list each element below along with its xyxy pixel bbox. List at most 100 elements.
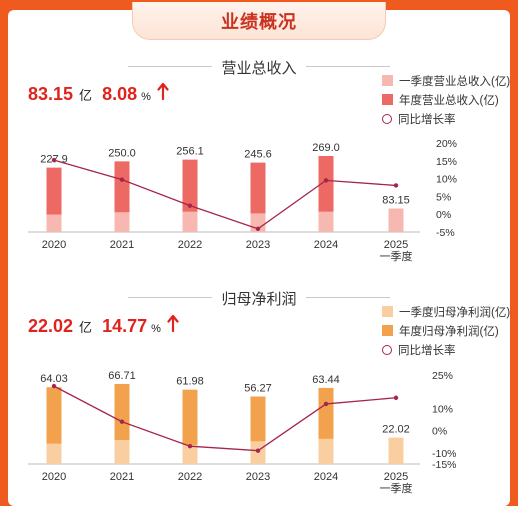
- x-tick-label: 2024: [314, 239, 338, 251]
- bar-data-label: 64.03: [40, 373, 68, 385]
- revenue-headline: 83.15 亿 8.08 %: [28, 82, 169, 105]
- bar-data-label: 245.6: [244, 149, 272, 161]
- profit-section-title: 归母净利润: [221, 291, 297, 308]
- legend-swatch: [382, 325, 393, 336]
- legend-item: 年度归母净利润(亿): [382, 321, 510, 340]
- q1-bar: [114, 212, 130, 232]
- y2-tick-label: 10%: [436, 174, 457, 186]
- profit-legend: 一季度归母净利润(亿) 年度归母净利润(亿) 同比增长率: [382, 302, 510, 359]
- bar-data-label: 83.15: [382, 195, 410, 207]
- growth-point: [119, 419, 125, 424]
- growth-point: [255, 226, 261, 231]
- up-arrow-icon: [157, 82, 169, 105]
- y2-tick-label: 15%: [436, 156, 457, 168]
- growth-point: [323, 178, 329, 183]
- legend-label: 同比增长率: [398, 344, 456, 357]
- legend-item: 一季度归母净利润(亿): [382, 302, 510, 321]
- y2-tick-label: 25%: [432, 370, 453, 382]
- profit-growth-value: 14.77: [102, 316, 148, 336]
- growth-point: [51, 383, 57, 389]
- up-arrow-icon: [167, 314, 179, 337]
- q1-bar: [46, 443, 62, 464]
- q1-bar: [114, 440, 130, 464]
- x-tick-label: 2023: [246, 239, 270, 251]
- y2-tick-label: 20%: [436, 138, 457, 150]
- x-tick-label: 2021: [110, 239, 134, 251]
- legend-ring-icon: [382, 113, 392, 124]
- title-divider-right: [306, 66, 390, 67]
- growth-point: [393, 395, 399, 400]
- profit-q1-unit: 亿: [79, 320, 93, 335]
- y2-tick-label: -10%: [432, 448, 457, 460]
- legend-item: 同比增长率: [382, 109, 510, 128]
- growth-point: [187, 444, 193, 449]
- bar-data-label: 56.27: [244, 383, 272, 395]
- legend-label: 年度营业总收入(亿): [399, 94, 499, 107]
- growth-line: [53, 385, 397, 452]
- bar-data-label: 22.02: [382, 424, 410, 436]
- y2-tick-label: -15%: [432, 459, 457, 471]
- revenue-q1-unit: 亿: [79, 88, 93, 103]
- legend-swatch: [382, 94, 393, 105]
- q1-bar: [388, 208, 404, 232]
- q1-bar: [46, 214, 62, 232]
- legend-ring-icon: [382, 344, 392, 355]
- legend-item: 年度营业总收入(亿): [382, 90, 510, 109]
- revenue-section-title: 营业总收入: [221, 60, 297, 77]
- bar-data-label: 61.98: [176, 376, 204, 388]
- revenue-growth-unit: %: [141, 91, 151, 103]
- bar-data-label: 63.44: [312, 374, 340, 386]
- title-divider-right: [306, 297, 390, 298]
- profit-headline: 22.02 亿 14.77 %: [28, 314, 179, 337]
- title-divider-left: [128, 66, 212, 67]
- y2-tick-label: 10%: [432, 403, 453, 415]
- legend-item: 同比增长率: [382, 340, 510, 359]
- q1-bar: [318, 211, 334, 232]
- revenue-chart: 227.92020250.02021256.12022245.62023269.…: [28, 138, 457, 263]
- x-tick-label-sub: 一季度: [380, 249, 413, 263]
- growth-point: [119, 177, 125, 182]
- legend-swatch: [382, 75, 393, 86]
- legend-label: 一季度营业总收入(亿): [399, 75, 511, 88]
- profit-q1-value: 22.02: [28, 316, 74, 336]
- q1-bar: [388, 437, 404, 464]
- bar-data-label: 256.1: [176, 146, 204, 158]
- bar-data-label: 66.71: [108, 370, 136, 382]
- x-tick-label: 2025: [384, 239, 408, 251]
- y2-tick-label: -5%: [436, 227, 455, 239]
- legend-label: 一季度归母净利润(亿): [399, 306, 511, 319]
- growth-point: [323, 401, 329, 407]
- y2-tick-label: 0%: [436, 209, 451, 221]
- growth-point: [187, 203, 193, 208]
- title-divider-left: [128, 297, 212, 298]
- x-tick-label: 2025: [384, 471, 408, 483]
- revenue-legend: 一季度营业总收入(亿) 年度营业总收入(亿) 同比增长率: [382, 71, 510, 128]
- bar-data-label: 250.0: [108, 147, 136, 159]
- x-tick-label: 2021: [110, 471, 134, 483]
- growth-line: [53, 159, 397, 230]
- x-tick-label: 2024: [314, 471, 338, 483]
- x-tick-label: 2020: [42, 471, 66, 483]
- banner-title: 业绩概况: [132, 2, 386, 40]
- growth-point: [255, 448, 261, 453]
- q1-bar: [318, 438, 334, 464]
- x-tick-label: 2020: [42, 239, 66, 251]
- x-tick-label: 2022: [178, 471, 202, 483]
- revenue-growth-value: 8.08: [102, 84, 138, 104]
- growth-point: [51, 157, 57, 163]
- x-tick-label: 2023: [246, 471, 270, 483]
- revenue-q1-value: 83.15: [28, 84, 74, 104]
- y2-tick-label: 5%: [436, 191, 451, 203]
- q1-bar: [182, 211, 198, 232]
- legend-label: 年度归母净利润(亿): [399, 325, 499, 338]
- x-tick-label-sub: 一季度: [380, 481, 413, 495]
- x-tick-label: 2022: [178, 239, 202, 251]
- y2-tick-label: 0%: [432, 426, 447, 438]
- profit-growth-unit: %: [151, 323, 161, 335]
- legend-label: 同比增长率: [398, 113, 456, 126]
- legend-swatch: [382, 306, 393, 317]
- q1-bar: [182, 444, 198, 464]
- bar-data-label: 269.0: [312, 142, 340, 154]
- growth-point: [393, 183, 399, 188]
